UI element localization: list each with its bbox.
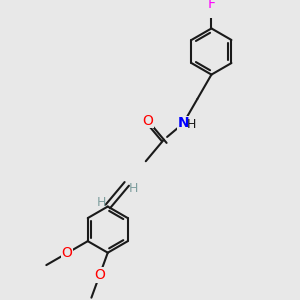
Text: O: O: [94, 268, 105, 282]
Text: H: H: [187, 118, 196, 131]
Text: H: H: [128, 182, 138, 195]
Text: N: N: [178, 116, 189, 130]
Text: F: F: [207, 0, 215, 11]
Text: H: H: [97, 196, 106, 209]
Text: O: O: [142, 114, 153, 128]
Text: O: O: [61, 246, 73, 260]
